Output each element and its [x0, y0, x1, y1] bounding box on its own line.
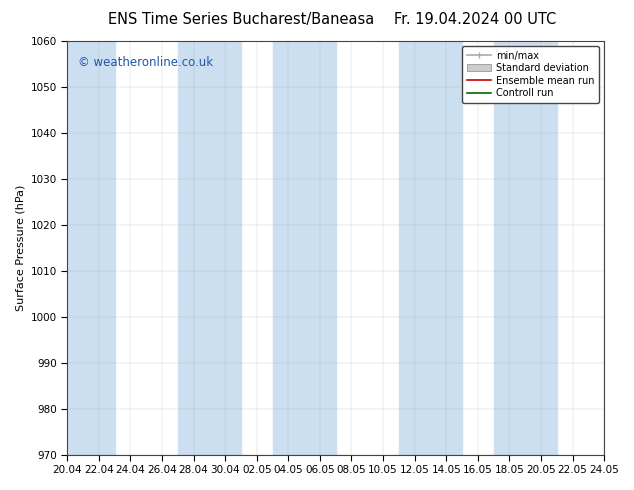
Bar	[178, 41, 241, 455]
Text: ENS Time Series Bucharest/Baneasa: ENS Time Series Bucharest/Baneasa	[108, 12, 374, 27]
Text: © weatheronline.co.uk: © weatheronline.co.uk	[78, 55, 213, 69]
Bar	[399, 41, 462, 455]
Text: Fr. 19.04.2024 00 UTC: Fr. 19.04.2024 00 UTC	[394, 12, 557, 27]
Bar	[494, 41, 557, 455]
Bar	[273, 41, 335, 455]
Bar	[67, 41, 115, 455]
Y-axis label: Surface Pressure (hPa): Surface Pressure (hPa)	[15, 185, 25, 311]
Legend: min/max, Standard deviation, Ensemble mean run, Controll run: min/max, Standard deviation, Ensemble me…	[462, 46, 599, 103]
